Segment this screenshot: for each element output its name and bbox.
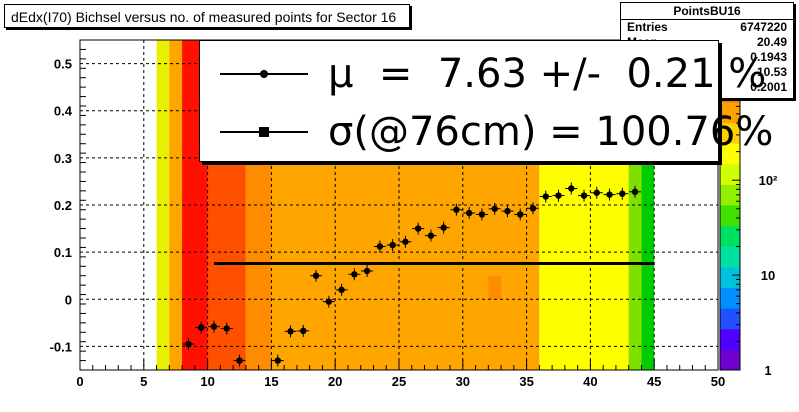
data-point [619, 190, 626, 197]
data-point [389, 241, 396, 249]
palette-tick-label: 10² [759, 173, 778, 188]
data-point [427, 232, 435, 239]
data-point [440, 224, 447, 231]
heatmap-cell [207, 233, 234, 253]
data-point [236, 357, 243, 364]
data-point [580, 192, 588, 199]
x-tick-label: 30 [456, 374, 470, 389]
y-tick-label: 0 [65, 292, 72, 307]
chart-title: dEdx(I70) Bichsel versus no. of measured… [4, 4, 410, 28]
x-tick-label: 45 [647, 374, 661, 389]
data-point [478, 211, 486, 218]
stats-value: 0.2001 [750, 80, 787, 94]
mean-points [182, 182, 642, 367]
stats-value: 10.53 [756, 65, 787, 79]
x-tick-label: 15 [264, 374, 278, 389]
palette-segment [720, 246, 740, 268]
y-tick-label: 0.3 [54, 151, 72, 166]
y-tick-label: 0.5 [54, 57, 72, 72]
palette-segment [720, 143, 740, 165]
palette-segment [720, 225, 740, 247]
palette-segment [720, 328, 740, 350]
legend-entry-mu: μ = 7.63 +/- 0.21 % [200, 45, 766, 103]
data-point [542, 193, 549, 200]
y-tick-label: 0.4 [54, 104, 73, 119]
palette-tick-label: 10 [761, 268, 775, 283]
stats-value: 0.1943 [750, 50, 787, 64]
data-point [402, 238, 409, 245]
data-point [287, 328, 294, 335]
data-point [223, 325, 230, 332]
heatmap-cell [169, 40, 183, 370]
data-point [414, 225, 422, 232]
palette-segment [720, 184, 740, 206]
data-point [312, 272, 320, 279]
x-tick-label: 20 [328, 374, 342, 389]
stats-name: PointsBU16 [621, 3, 793, 20]
data-point [555, 192, 562, 199]
stats-key: Entries [627, 20, 668, 34]
palette-segment [720, 122, 740, 144]
x-tick-label: 40 [583, 374, 597, 389]
square-marker-icon [259, 127, 269, 137]
palette-segment [720, 308, 740, 330]
palette-segment [720, 101, 740, 123]
palette-segment [720, 266, 740, 288]
x-tick-label: 5 [140, 374, 147, 389]
palette-segment [720, 349, 740, 371]
data-point [504, 207, 511, 215]
y-tick-label: 0.2 [54, 198, 72, 213]
circle-marker-icon [260, 70, 268, 78]
data-point [210, 323, 218, 330]
data-point [453, 206, 460, 213]
palette-tick-label: 1 [764, 363, 771, 378]
data-point [325, 298, 333, 305]
y-tick-label: 0.1 [54, 245, 72, 260]
y-tick-label: -0.1 [50, 339, 72, 354]
legend-text-sigma: σ(@76cm) = 100.76% [328, 109, 774, 155]
legend: μ = 7.63 +/- 0.21 % σ(@76cm) = 100.76% [199, 40, 773, 162]
data-point [351, 271, 358, 278]
data-point [198, 324, 205, 331]
x-tick-label: 0 [76, 374, 83, 389]
x-tick-label: 50 [711, 374, 725, 389]
legend-entry-sigma: σ(@76cm) = 100.76% [200, 103, 773, 161]
stats-value: 20.49 [756, 35, 787, 49]
data-point [491, 205, 498, 212]
heatmap-cell [156, 40, 170, 370]
chart-title-text: dEdx(I70) Bichsel versus no. of measured… [11, 9, 397, 25]
data-point [529, 205, 537, 212]
data-point [274, 357, 281, 364]
data-point [185, 340, 192, 348]
stats-value: 6747220 [740, 20, 787, 34]
stats-row: Entries 6747220 [621, 20, 793, 35]
x-tick-label: 35 [519, 374, 533, 389]
heatmap-cell [488, 275, 502, 300]
heatmap-cell [207, 205, 234, 234]
x-tick-label: 10 [200, 374, 214, 389]
legend-text-mu: μ = 7.63 +/- 0.21 % [328, 51, 767, 97]
data-point [593, 189, 600, 196]
palette-segment [720, 205, 740, 227]
data-point [363, 267, 371, 275]
data-point [465, 209, 473, 217]
axes: 0 5 10 15 20 25 30 35 40 45 50 -0.1 0 0.1 0.2 0.3 0.4 0.5 [50, 39, 725, 389]
data-point [568, 185, 575, 192]
data-point [631, 188, 639, 195]
data-point [338, 286, 345, 294]
data-point [376, 243, 384, 250]
palette-segment [720, 287, 740, 309]
data-point [517, 211, 524, 218]
data-point [606, 191, 613, 198]
palette-segment [720, 163, 740, 185]
data-point [300, 327, 307, 335]
x-tick-label: 25 [392, 374, 406, 389]
